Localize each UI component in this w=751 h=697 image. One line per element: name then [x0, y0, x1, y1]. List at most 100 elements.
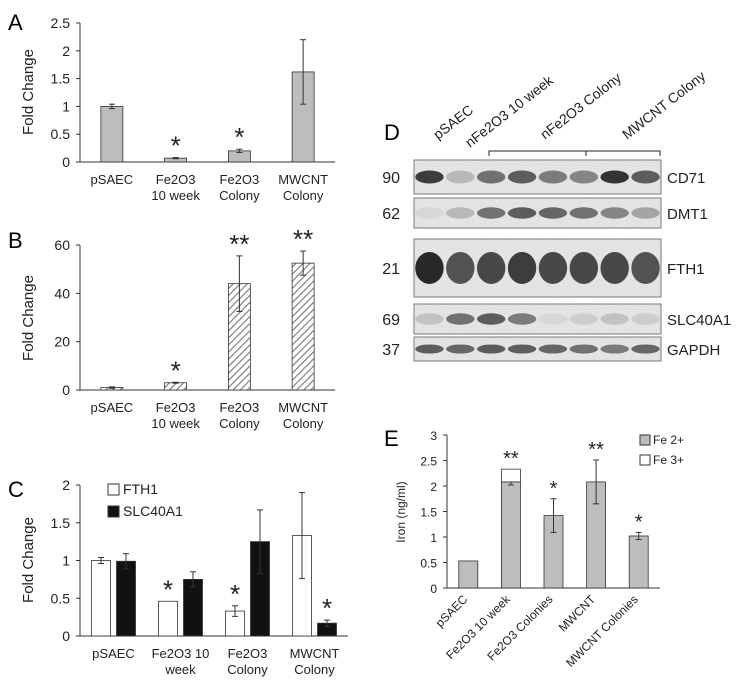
blot-band	[569, 207, 599, 219]
blot-band	[631, 207, 660, 219]
y-tick-label: 1.5	[51, 71, 71, 87]
panel-label-b: B	[8, 228, 23, 253]
bar	[91, 560, 111, 637]
y-tick-label: 1	[430, 531, 437, 545]
molecular-weight-label: 90	[382, 170, 400, 187]
bracket-mwcnt-colony	[586, 150, 661, 156]
blot-band	[600, 344, 629, 354]
blot-band	[476, 170, 506, 184]
legend-label: Fe 3+	[653, 453, 684, 467]
significance-marker: *	[163, 574, 173, 604]
bar	[628, 535, 649, 589]
significance-marker: *	[171, 131, 181, 161]
x-tick-label: Fe2O3 10	[152, 646, 210, 661]
legend-label: SLC40A1	[123, 503, 183, 519]
y-tick-label: 2	[62, 477, 70, 493]
legend-label: FTH1	[123, 481, 158, 497]
blot-band	[446, 170, 475, 184]
bar	[100, 106, 124, 163]
molecular-weight-label: 69	[382, 312, 400, 329]
y-axis-label: Fold Change	[20, 517, 37, 603]
bar	[500, 481, 521, 589]
legend-label: Fe 2+	[653, 433, 684, 447]
protein-label: DMT1	[667, 206, 708, 223]
blot-band	[569, 313, 599, 325]
y-tick-label: 0.5	[51, 126, 71, 142]
blot-band	[507, 207, 537, 219]
significance-marker: **	[503, 448, 519, 470]
blot-band	[631, 344, 660, 354]
x-tick-label: Colony	[283, 416, 324, 431]
blot-band	[538, 170, 568, 184]
blot-band	[476, 252, 506, 284]
y-tick-label: 2.5	[51, 15, 71, 31]
bar	[183, 578, 203, 637]
blot-band	[507, 252, 537, 284]
panel-label-c: C	[8, 477, 24, 502]
panel-label-e: E	[384, 426, 399, 451]
x-tick-label: Fe2O3	[156, 400, 196, 415]
y-tick-label: 20	[54, 334, 70, 350]
x-tick-label: pSAEC	[91, 172, 134, 187]
x-tick-label: Fe2O3	[156, 172, 196, 187]
y-tick-label: 0.5	[420, 557, 437, 571]
legend-swatch	[639, 454, 651, 466]
protein-label: CD71	[667, 170, 705, 187]
y-tick-label: 2	[430, 480, 437, 494]
x-tick-label: Fe2O3	[220, 172, 260, 187]
x-tick-label: Colony	[283, 188, 324, 203]
bar	[291, 262, 315, 391]
blot-band	[538, 313, 568, 325]
bracket-nfe2o3-colony	[488, 150, 587, 156]
blot-band	[446, 207, 475, 219]
x-tick-label: MWCNT	[556, 592, 599, 635]
y-tick-label: 40	[54, 285, 70, 301]
y-tick-label: 1	[62, 553, 70, 569]
y-tick-label: 2.5	[420, 455, 437, 469]
blot-band	[631, 313, 660, 325]
blot-band	[415, 344, 444, 354]
y-tick-label: 2	[62, 43, 70, 59]
blot-band	[600, 313, 629, 325]
significance-marker: **	[588, 439, 604, 461]
y-tick-label: 1.5	[51, 515, 71, 531]
x-tick-label: Colony	[227, 662, 268, 677]
blot-band	[476, 207, 506, 219]
y-tick-label: 0.5	[51, 590, 71, 606]
x-tick-label: 10 week	[151, 188, 200, 203]
significance-marker: *	[234, 122, 244, 152]
y-axis-label: Iron (ng/ml)	[394, 481, 408, 542]
x-tick-label: Colony	[294, 662, 335, 677]
lane-header: nFe2O3 10 week	[462, 71, 557, 150]
x-tick-label: MWCNT	[278, 172, 328, 187]
protein-label: SLC40A1	[667, 312, 731, 329]
y-tick-label: 1	[62, 98, 70, 114]
molecular-weight-label: 62	[382, 206, 400, 223]
blot-band	[415, 207, 444, 219]
x-tick-label: pSAEC	[91, 400, 134, 415]
y-tick-label: 60	[54, 237, 70, 253]
molecular-weight-label: 21	[382, 261, 400, 278]
lane-header: MWCNT Colony	[619, 68, 708, 143]
protein-label: FTH1	[667, 261, 705, 278]
blot-band	[476, 344, 506, 354]
x-tick-label: 10 week	[151, 416, 200, 431]
blot-band	[446, 344, 475, 354]
significance-marker: *	[550, 478, 558, 500]
bar	[458, 560, 479, 589]
y-tick-label: 0	[62, 154, 70, 170]
significance-marker: *	[635, 511, 643, 533]
x-tick-label: pSAEC	[433, 592, 471, 630]
y-tick-label: 0	[430, 582, 437, 596]
molecular-weight-label: 37	[382, 342, 400, 359]
blot-band	[631, 170, 660, 184]
significance-marker: **	[229, 229, 249, 259]
x-tick-label: MWCNT	[278, 400, 328, 415]
significance-marker: *	[322, 593, 332, 623]
blot-band	[446, 252, 475, 284]
blot-band	[538, 252, 568, 284]
